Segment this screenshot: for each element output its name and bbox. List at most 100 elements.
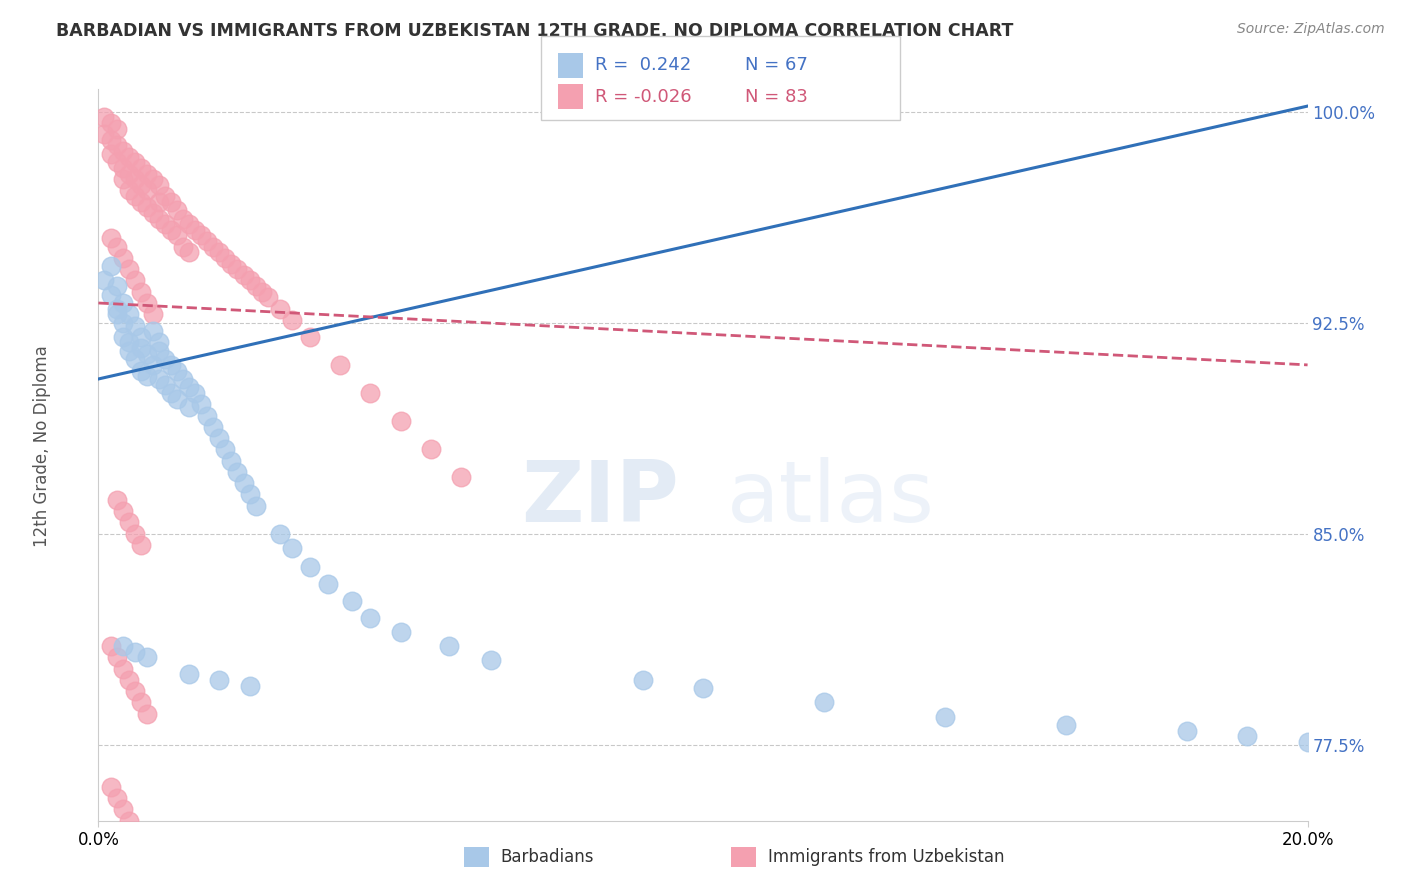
Point [195, 234, 218, 248]
Point [239, 679, 262, 693]
Point [450, 470, 472, 484]
Point [281, 313, 304, 327]
Point [93, 127, 115, 141]
Point [100, 147, 122, 161]
Point [934, 709, 956, 723]
Point [105, 240, 128, 254]
Point [208, 245, 231, 260]
Point [124, 352, 146, 367]
Point [172, 211, 194, 226]
Point [184, 386, 207, 401]
Point [245, 279, 267, 293]
Point [118, 307, 141, 321]
Point [111, 172, 134, 186]
Point [135, 184, 157, 198]
Text: Immigrants from Uzbekistan: Immigrants from Uzbekistan [768, 848, 1004, 866]
Point [232, 268, 254, 282]
Text: R =  0.242: R = 0.242 [595, 56, 690, 74]
Point [124, 645, 146, 659]
Point [360, 611, 382, 625]
Point [118, 167, 141, 181]
Point [118, 150, 141, 164]
Point [111, 161, 134, 175]
Point [124, 189, 146, 203]
Point [124, 318, 146, 333]
Point [214, 442, 236, 457]
Point [118, 814, 141, 828]
Point [153, 352, 176, 367]
Point [179, 667, 201, 681]
Point [124, 684, 146, 698]
Point [1175, 723, 1198, 738]
Point [100, 260, 122, 274]
Point [111, 316, 134, 330]
Point [481, 653, 503, 667]
Point [100, 639, 122, 653]
Point [142, 358, 165, 372]
Point [148, 194, 170, 209]
Point [142, 172, 165, 186]
Point [105, 791, 128, 805]
Point [111, 802, 134, 816]
Point [153, 189, 176, 203]
Point [1296, 735, 1319, 749]
Point [124, 172, 146, 186]
Point [190, 228, 212, 243]
Point [1054, 718, 1077, 732]
Point [232, 476, 254, 491]
Point [202, 240, 225, 254]
Point [105, 650, 128, 665]
Point [172, 240, 194, 254]
Text: ZIP: ZIP [522, 458, 679, 541]
Point [111, 662, 134, 676]
Point [221, 453, 243, 467]
Point [190, 397, 212, 411]
Point [124, 526, 146, 541]
Text: Source: ZipAtlas.com: Source: ZipAtlas.com [1237, 22, 1385, 37]
Point [226, 262, 249, 277]
Point [172, 372, 194, 386]
Point [329, 358, 352, 372]
Point [118, 184, 141, 198]
Point [105, 301, 128, 316]
Text: Barbadians: Barbadians [501, 848, 595, 866]
Point [142, 324, 165, 338]
Point [245, 499, 267, 513]
Point [160, 386, 183, 401]
Point [111, 504, 134, 518]
Point [166, 363, 188, 377]
Point [184, 223, 207, 237]
Point [93, 111, 115, 125]
Point [105, 307, 128, 321]
Point [129, 161, 152, 175]
Point [111, 296, 134, 310]
Point [160, 194, 183, 209]
Point [129, 363, 152, 377]
Point [420, 442, 443, 457]
Point [111, 144, 134, 158]
Point [214, 251, 236, 265]
Point [692, 681, 714, 696]
Point [166, 228, 188, 243]
Point [148, 335, 170, 350]
Point [208, 673, 231, 687]
Point [281, 541, 304, 555]
Point [142, 206, 165, 220]
Point [437, 639, 460, 653]
Point [93, 273, 115, 287]
Point [118, 673, 141, 687]
Point [179, 245, 201, 260]
Point [239, 273, 262, 287]
Point [124, 273, 146, 287]
Point [299, 330, 322, 344]
Text: R = -0.026: R = -0.026 [595, 87, 692, 105]
Point [208, 431, 231, 445]
Point [118, 335, 141, 350]
Point [135, 200, 157, 214]
Point [250, 285, 273, 299]
Point [100, 780, 122, 794]
Point [105, 138, 128, 153]
Point [111, 251, 134, 265]
Text: 12th Grade, No Diploma: 12th Grade, No Diploma [34, 345, 51, 547]
Point [239, 487, 262, 501]
